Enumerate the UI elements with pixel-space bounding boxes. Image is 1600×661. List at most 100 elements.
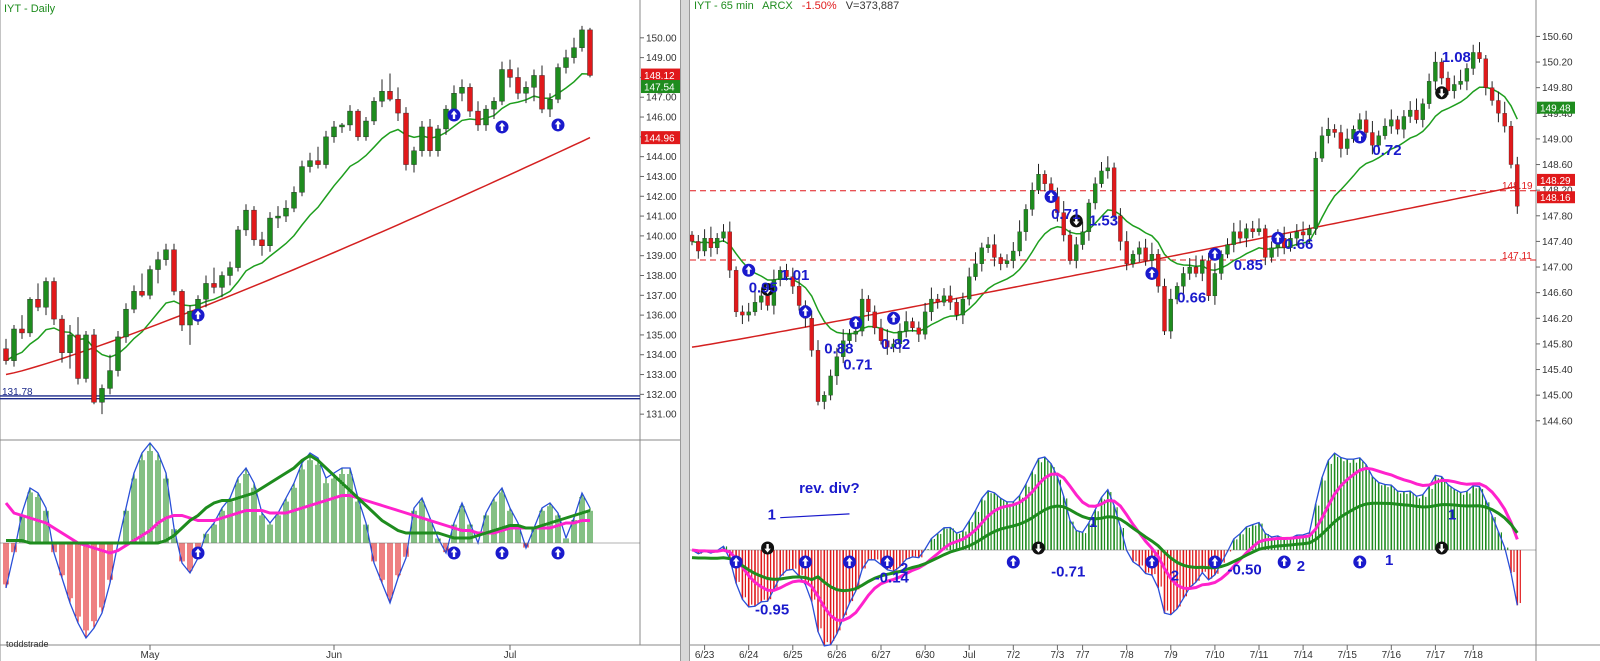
intraday-y-tick-label: 147.80 [1542,211,1573,222]
intraday-y-tick-label: 149.80 [1542,83,1573,94]
daily-candle [467,87,473,112]
intraday-x-tick-label: 6/26 [827,650,847,661]
daily-price-badge [641,68,680,82]
intraday-y-tick-label: 144.60 [1542,416,1573,427]
daily-fast-ma-line [5,73,591,362]
up-arrow-icon-glyph [498,548,506,557]
daily-candle [483,108,489,126]
intraday-price-badge-label: 149.48 [1540,104,1571,115]
up-arrow-icon-glyph [890,313,897,323]
daily-candle [139,291,145,296]
intraday-candle [1439,61,1444,79]
intraday-candle [1300,231,1306,236]
intraday-y-tick-label: 145.40 [1542,365,1573,376]
daily-candle [363,120,369,138]
up-arrow-icon-glyph [498,122,506,131]
intraday-osc-annotation: 1 [1089,514,1097,531]
daily-candle [339,124,345,128]
intraday-candle [1080,231,1085,245]
intraday-chart-pane: 148.19147.11 0.951.010.880.710.820.711.5… [690,0,1600,661]
intraday-candle [1489,87,1495,101]
daily-candle [323,136,329,165]
intraday-candle [1433,61,1438,82]
daily-y-tick-label: 149.00 [646,53,677,64]
intraday-candle [1004,260,1010,264]
pane-divider[interactable] [680,0,690,661]
daily-candle [555,67,561,100]
intraday-candle [1074,244,1079,261]
daily-candle [147,269,153,296]
intraday-candle [1452,84,1457,92]
intraday-candle [1426,81,1432,104]
intraday-slow-ma-line [691,185,1518,348]
intraday-x-tick-label: 6/25 [783,650,803,661]
intraday-price-annotation: 1.01 [780,267,809,284]
intraday-candle [1093,183,1098,204]
daily-y-tick-label: 133.00 [646,370,677,381]
daily-x-tick-label: Jun [326,650,342,661]
daily-candle [347,110,353,126]
intraday-x-tick-label: 7/10 [1205,650,1225,661]
intraday-osc-annotation: -0.14 [875,569,910,586]
intraday-y-tick-label: 146.20 [1542,314,1573,325]
svg-text:IYT - 65 min ARCX: IYT - 65 min ARCX -1.50% V=373,887 [694,0,899,12]
intraday-price-annotation: 0.95 [749,280,778,297]
intraday-candle [1011,250,1016,261]
intraday-candle [822,395,827,402]
intraday-candle [1319,135,1325,159]
intraday-candle [841,340,846,357]
intraday-x-tick-label: 7/14 [1293,650,1313,661]
intraday-candle [715,238,720,248]
intraday-candle [1212,273,1218,297]
intraday-candle [1294,231,1299,239]
intraday-candle [733,270,739,313]
down-arrow-icon-glyph [764,544,771,553]
intraday-candle [1256,228,1262,232]
intraday-osc-fast-line [691,501,1519,593]
daily-candle [539,75,545,110]
daily-candle [3,348,9,361]
daily-candle [43,281,49,308]
intraday-candle [1408,109,1413,117]
daily-candle [459,87,465,94]
down-arrow-icon-glyph [1438,544,1445,553]
up-arrow-icon-glyph [1281,557,1288,566]
up-arrow-icon-glyph [554,548,562,557]
intraday-price-annotation: 0.85 [1234,257,1263,274]
intraday-candle [992,244,997,258]
daily-candle [155,259,161,270]
intraday-candle [897,330,903,345]
up-arrow-icon-glyph [745,265,752,275]
intraday-x-tick-label: 6/30 [915,650,935,661]
daily-candle [83,334,89,379]
intraday-candle [1326,129,1331,136]
daily-candle [475,110,481,126]
intraday-candle [866,298,871,313]
intraday-candle [1395,119,1400,130]
intraday-osc-annotation: 2 [1171,567,1179,584]
daily-candle [131,291,137,310]
intraday-candle [1061,212,1066,236]
daily-y-tick-label: 146.00 [646,113,677,124]
intraday-candle [1414,109,1419,120]
daily-candle [107,370,113,389]
daily-candle [435,128,441,151]
daily-candle [371,100,377,122]
intraday-candle [1382,125,1388,136]
down-arrow-icon-glyph [1073,216,1080,226]
daily-candle [515,77,521,94]
intraday-candle [828,375,833,396]
daily-price-badge [641,131,680,145]
intraday-chart-title: IYT - 65 min [694,0,754,12]
daily-slow-ma-line [5,136,591,376]
intraday-y-tick-label: 145.00 [1542,391,1573,402]
intraday-candle [1111,167,1117,216]
intraday-candle [1030,190,1035,210]
intraday-candle [1464,68,1470,82]
daily-price-badge-label: 144.96 [644,134,675,145]
intraday-candle [954,302,959,316]
up-arrow-icon-glyph [1010,557,1017,566]
intraday-candle [1420,103,1425,120]
down-arrow-icon-glyph [764,285,771,294]
daily-y-tick-label: 137.00 [646,291,677,302]
